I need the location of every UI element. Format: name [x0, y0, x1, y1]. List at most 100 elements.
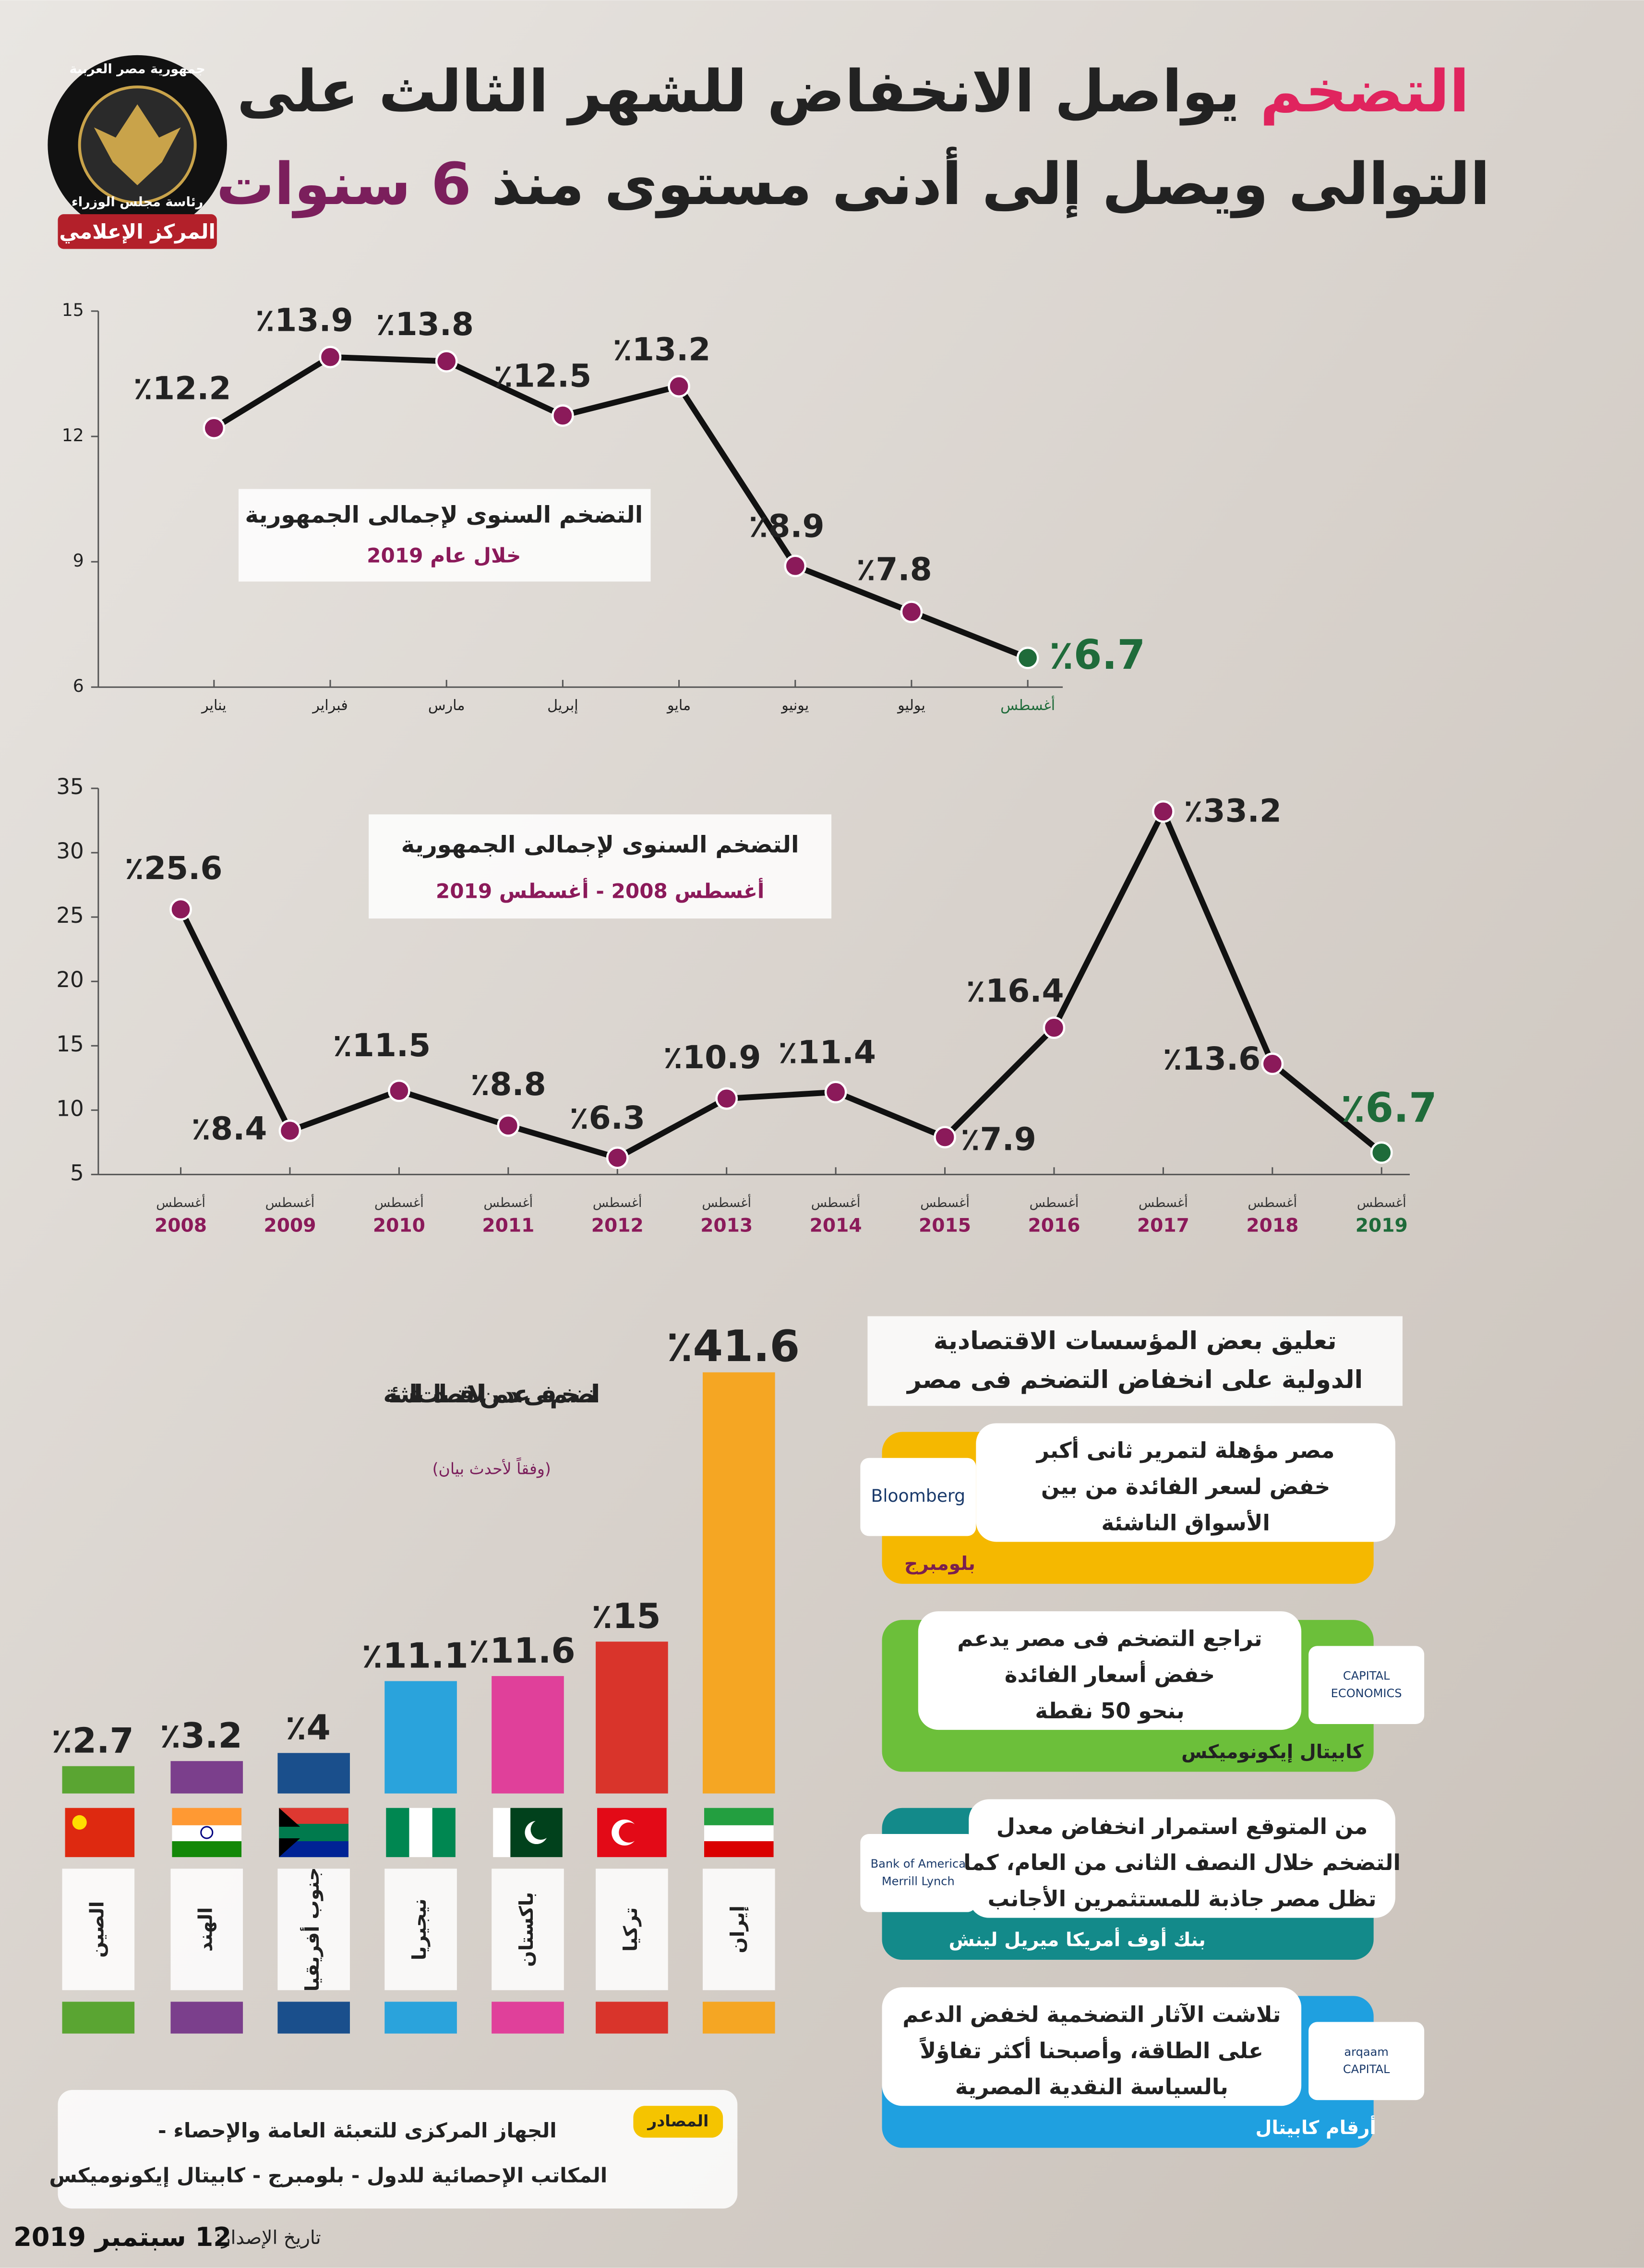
logo-box: [860, 1834, 976, 1912]
value-label: ٪10.9: [663, 1038, 761, 1076]
value-label: ٪7.8: [856, 550, 932, 588]
color-strip: [702, 2002, 775, 2034]
x-tick-label: 2017: [1137, 1215, 1189, 1236]
color-strip: [492, 2002, 564, 2034]
value-label: ٪7.9: [960, 1121, 1036, 1158]
x-tick-month: أغسطس: [483, 1194, 533, 1210]
value-label: ٪11.1: [361, 1636, 468, 1676]
x-tick-label: 2018: [1246, 1215, 1298, 1236]
flag-nigeria: [386, 1808, 456, 1858]
y-tick-label: 25: [56, 903, 84, 928]
title-line: يواصل الانخفاض للشهر الثالث على: [237, 58, 1240, 126]
title-highlight: التضخم: [1260, 58, 1469, 126]
chart-title: التضخم السنوى لإجمالى الجمهورية: [401, 832, 799, 858]
value-label: ٪11.4: [778, 1034, 876, 1071]
x-tick-month: أغسطس: [1357, 1194, 1406, 1210]
line: [212, 354, 1029, 661]
marker: [1016, 646, 1039, 669]
marker: [606, 1146, 629, 1169]
chart-title: التضخم السنوى لإجمالى الجمهورية: [245, 502, 643, 529]
marker: [900, 601, 923, 623]
value-label: ٪11.6: [468, 1631, 575, 1671]
bar: [62, 1766, 135, 1794]
x-tick-label: جنوب أفريقيا: [300, 1867, 324, 1991]
sources-line: الجهاز المركزى للتعبئة العامة والإحصاء -: [158, 2119, 557, 2143]
value-label: ٪13.6: [1163, 1040, 1260, 1077]
x-tick-label: 2012: [591, 1215, 644, 1236]
logo: جمهورية مصر العربية رئاسة مجلس الوزراء ا…: [48, 55, 227, 249]
flags: [65, 1808, 774, 1858]
comment-bubble: [882, 1987, 1302, 2106]
flag-pakistan: [493, 1808, 563, 1858]
logo-text: Bloomberg: [871, 1485, 966, 1506]
title: التضخم يواصل الانخفاض للشهر الثالث على: [237, 58, 1469, 126]
x-tick-label: مارس: [428, 697, 465, 714]
x-tick-label: 2010: [373, 1215, 425, 1236]
sources-line: المكاتب الإحصائية للدول - بلومبرج - كابي…: [49, 2163, 607, 2187]
flag-south-africa: [279, 1808, 348, 1858]
value-label: ٪6.7: [1341, 1084, 1437, 1131]
comment-bubble: [969, 1799, 1395, 1918]
color-strip: [277, 2002, 350, 2034]
comment-line: تلاشت الآثار التضخمية لخفض الدعم: [902, 2002, 1281, 2027]
marker: [435, 350, 458, 373]
x-tick-label: تركيا: [620, 1907, 642, 1952]
color-strip: [170, 2002, 243, 2034]
comment-source: كابيتال إيكونوميكس: [1181, 1741, 1364, 1763]
name-box: [62, 1869, 135, 1991]
title-highlight: 6 سنوات: [216, 151, 471, 218]
x-tick-label: الهند: [195, 1907, 216, 1952]
comment-bubble: [976, 1423, 1395, 1542]
logo-text: Merrill Lynch: [882, 1874, 955, 1888]
marker: [497, 1114, 520, 1137]
x-tick-month: أغسطس: [1139, 1194, 1188, 1210]
x-tick-label: فبراير: [312, 697, 348, 714]
comment-line: مصر مؤهلة لتمرير ثانى أكبر: [1036, 1436, 1335, 1463]
y-tick-label: 6: [73, 676, 84, 696]
marker: [1370, 1141, 1393, 1164]
marker: [388, 1079, 410, 1102]
comment-line: على الطاقة، وأصبحنا أكثر تفاؤلاً: [919, 2037, 1263, 2063]
logo-box: [860, 1458, 976, 1536]
name-box: [702, 1869, 775, 1991]
value-label: ٪41.6: [666, 1321, 800, 1372]
name-box: [596, 1869, 668, 1991]
comment-bubble: [918, 1611, 1302, 1730]
y-tick-label: 30: [56, 838, 84, 864]
logo-text: جمهورية مصر العربية: [69, 61, 205, 76]
flag-turkey: [597, 1808, 667, 1858]
x-tick-label: نيجيريا: [409, 1898, 431, 1960]
x-tick-label: يونيو: [780, 697, 809, 714]
y-tick-label: 5: [70, 1160, 84, 1185]
x-tick-month: أغسطس: [374, 1194, 424, 1210]
bar: [170, 1761, 243, 1794]
release-date: 12 سبتمبر 2019: [13, 2222, 231, 2252]
title: التوالى ويصل إلى أدنى مستوى منذ 6 سنوات: [216, 146, 1490, 218]
value-label: ٪3.2: [160, 1716, 242, 1756]
x-tick-month: أغسطس: [265, 1194, 315, 1210]
y-tick-label: 15: [56, 1031, 84, 1057]
marker: [668, 375, 690, 398]
logo-text: CAPITAL: [1343, 1669, 1390, 1683]
marker: [1043, 1016, 1066, 1039]
sources-tag: [633, 2106, 723, 2138]
value-label: ٪13.8: [376, 305, 474, 343]
marker: [319, 346, 342, 369]
value-label: ٪12.2: [133, 369, 231, 407]
y-tick-label: 12: [62, 425, 84, 446]
logo-text: رئاسة مجلس الوزراء: [72, 195, 203, 210]
color-strip: [596, 2002, 668, 2034]
logo-text: Bank of America: [871, 1857, 966, 1870]
bar: [384, 1681, 457, 1794]
value-label: ٪13.9: [255, 301, 353, 338]
y-tick-label: 20: [56, 967, 84, 992]
x-tick-label: إيران: [727, 1906, 749, 1953]
marker: [1261, 1052, 1284, 1075]
x-tick-label: 2011: [482, 1215, 534, 1236]
logo-text: CAPITAL: [1343, 2063, 1390, 2076]
value-label: ٪8.8: [470, 1065, 546, 1103]
comment-line: تراجع التضخم فى مصر يدعم: [957, 1626, 1262, 1651]
name-box: [492, 1869, 564, 1991]
